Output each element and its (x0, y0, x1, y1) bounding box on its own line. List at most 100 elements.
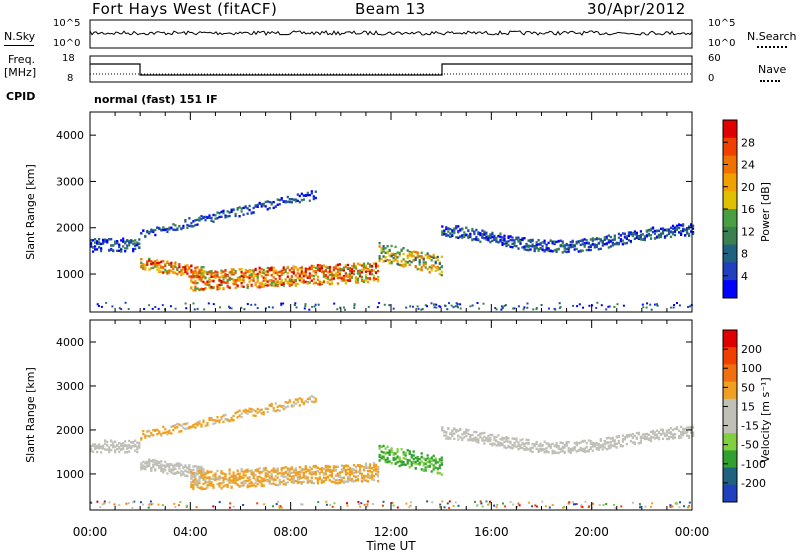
data-cell (278, 281, 281, 284)
data-cell (126, 447, 129, 451)
data-cell (326, 280, 329, 284)
data-cell (286, 473, 289, 476)
colorbar-swatch (723, 280, 737, 299)
data-cell (667, 437, 671, 441)
colorbar-tick-label: 8 (741, 248, 748, 261)
data-cell (200, 465, 203, 469)
data-cell (156, 463, 159, 466)
data-cell (649, 437, 653, 440)
data-cell (517, 240, 520, 243)
data-cell (535, 440, 538, 444)
data-cell (234, 212, 237, 216)
data-cell (406, 458, 409, 462)
data-cell (200, 470, 203, 473)
data-cell (176, 426, 179, 429)
data-cell (114, 449, 117, 452)
data-cell (162, 464, 165, 467)
data-cell (322, 275, 325, 278)
data-cell (416, 462, 419, 466)
data-cell (188, 471, 191, 474)
data-cell (589, 245, 592, 248)
data-cell (94, 447, 97, 451)
data-cell (548, 506, 551, 509)
data-cell (312, 282, 315, 285)
data-cell (198, 275, 201, 278)
data-cell (270, 281, 273, 285)
data-cell (487, 239, 490, 242)
data-cell (224, 473, 227, 476)
data-cell (304, 470, 307, 474)
data-cell (300, 471, 303, 474)
data-cell (186, 422, 189, 425)
data-cell (580, 504, 583, 507)
data-cell (282, 271, 285, 275)
data-cell (194, 426, 197, 429)
data-cell (526, 306, 529, 309)
data-cell (216, 275, 219, 278)
data-cell (422, 264, 425, 267)
data-cell (142, 263, 145, 266)
data-cell (300, 272, 303, 275)
data-cell (593, 243, 596, 247)
data-cell (150, 267, 153, 270)
data-cell (270, 477, 273, 481)
data-cell (692, 432, 695, 435)
data-cell (513, 307, 516, 310)
data-cell (124, 242, 127, 245)
data-cell (150, 230, 153, 233)
data-cell (443, 304, 446, 307)
data-cell (200, 272, 203, 275)
data-cell (236, 207, 239, 210)
data-cell (475, 235, 478, 239)
data-cell (436, 265, 439, 269)
data-cell (242, 277, 245, 280)
data-cell (220, 269, 223, 272)
data-cell (200, 269, 203, 272)
data-cell (555, 250, 558, 253)
data-cell (342, 469, 345, 472)
data-cell (509, 440, 512, 444)
data-cell (430, 459, 433, 463)
data-cell (286, 272, 289, 275)
data-cell (162, 259, 165, 263)
data-cell (455, 236, 458, 239)
data-cell (170, 269, 173, 272)
data-cell (471, 438, 474, 441)
data-cell (317, 303, 320, 306)
data-cell (368, 277, 372, 280)
data-cell (222, 476, 225, 479)
data-cell (264, 475, 267, 479)
data-cell (408, 506, 411, 509)
data-cell (112, 444, 115, 447)
data-cell (346, 504, 349, 507)
data-cell (306, 397, 309, 401)
data-cell (392, 458, 395, 461)
data-cell (334, 482, 337, 485)
data-cell (555, 451, 558, 454)
data-cell (479, 232, 482, 235)
data-cell (318, 267, 321, 270)
data-cell (294, 266, 297, 269)
data-cell (559, 447, 562, 451)
data-cell (535, 243, 538, 247)
data-cell (436, 472, 439, 475)
data-cell (445, 234, 448, 237)
data-cell (210, 273, 213, 276)
data-cell (240, 272, 243, 275)
data-cell (172, 468, 175, 472)
data-cell (396, 450, 399, 453)
data-cell (342, 279, 345, 282)
data-cell (290, 201, 293, 204)
data-cell (329, 504, 332, 506)
data-cell (166, 463, 169, 466)
data-cell (216, 271, 219, 274)
data-cell (434, 266, 437, 269)
beam-label: Beam 13 (355, 0, 426, 18)
data-cell (374, 264, 378, 268)
colorbar-tick-label: 16 (741, 203, 755, 216)
data-cell (682, 224, 685, 227)
data-cell (160, 266, 163, 269)
data-cell (583, 243, 586, 246)
data-cell (525, 248, 528, 251)
